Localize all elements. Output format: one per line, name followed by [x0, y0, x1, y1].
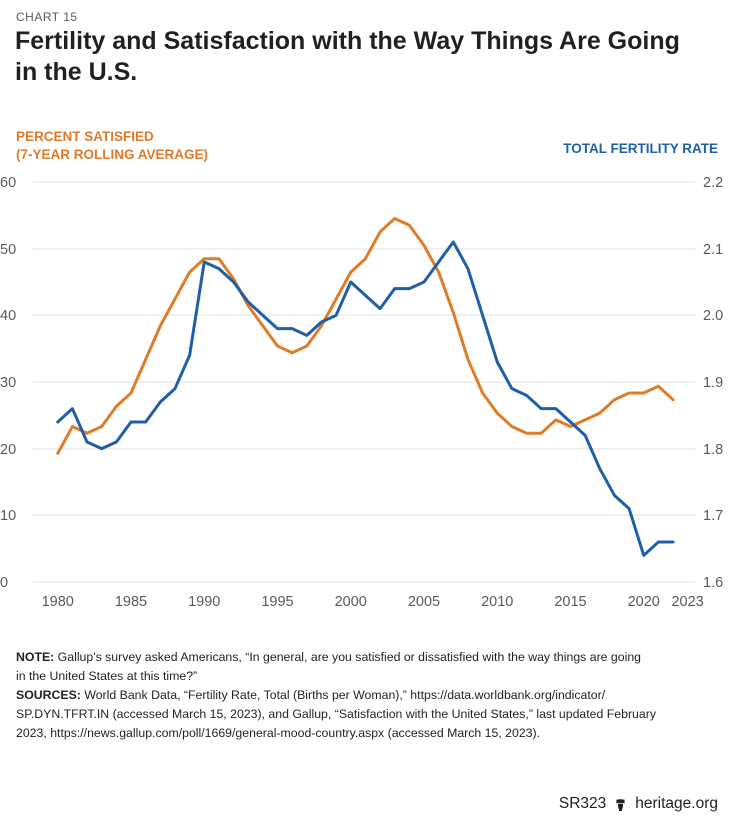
svg-text:2015: 2015 — [554, 594, 586, 610]
svg-text:1995: 1995 — [261, 594, 293, 610]
svg-text:30: 30 — [0, 375, 16, 391]
svg-text:2.1: 2.1 — [703, 242, 723, 258]
svg-text:1.8: 1.8 — [703, 442, 723, 458]
svg-text:1980: 1980 — [42, 594, 74, 610]
svg-text:0: 0 — [0, 575, 8, 591]
svg-text:2.0: 2.0 — [703, 308, 723, 324]
svg-text:60: 60 — [0, 175, 16, 191]
svg-text:1.6: 1.6 — [703, 575, 723, 591]
svg-text:1.9: 1.9 — [703, 375, 723, 391]
svg-text:10: 10 — [0, 508, 16, 524]
svg-text:1990: 1990 — [188, 594, 220, 610]
svg-text:1985: 1985 — [115, 594, 147, 610]
svg-text:2000: 2000 — [335, 594, 367, 610]
svg-text:2023: 2023 — [671, 594, 703, 610]
svg-text:20: 20 — [0, 442, 16, 458]
svg-text:40: 40 — [0, 308, 16, 324]
svg-text:2010: 2010 — [481, 594, 513, 610]
svg-text:2.2: 2.2 — [703, 175, 723, 191]
svg-text:2020: 2020 — [628, 594, 660, 610]
svg-text:50: 50 — [0, 242, 16, 258]
svg-text:2005: 2005 — [408, 594, 440, 610]
svg-text:1.7: 1.7 — [703, 508, 723, 524]
